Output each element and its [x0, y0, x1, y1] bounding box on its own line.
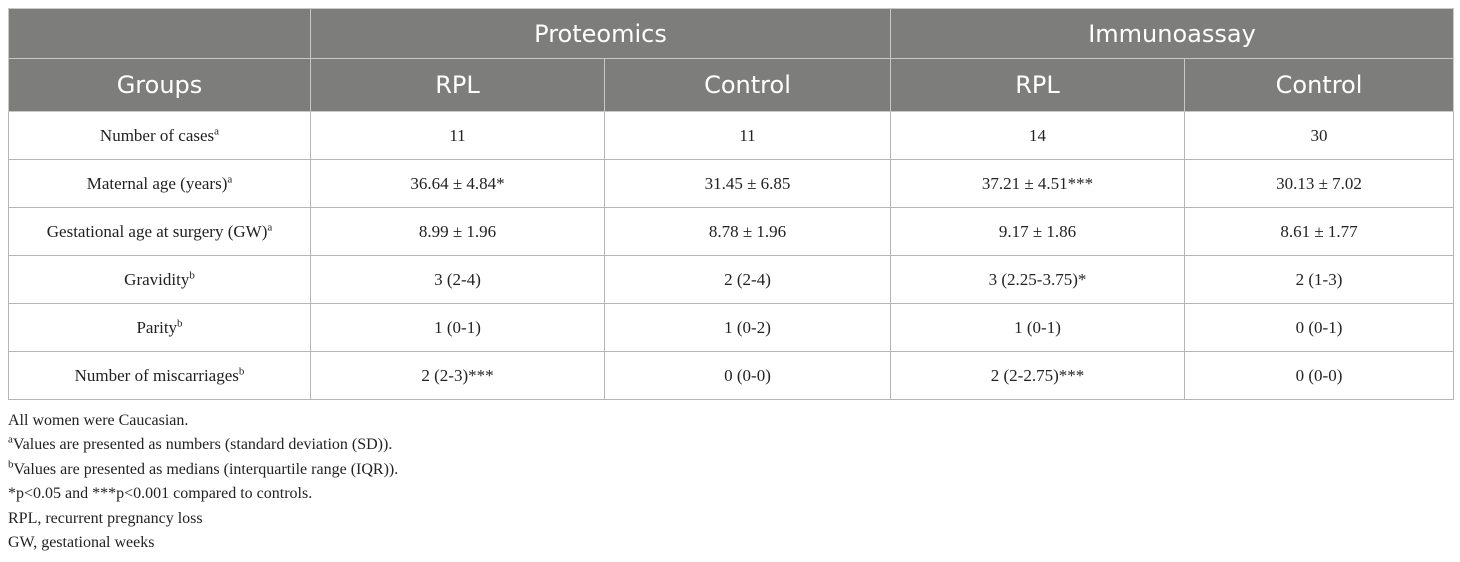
table-row: Gravidityb 3 (2-4) 2 (2-4) 3 (2.25-3.75)… [8, 255, 1455, 304]
header-proteomics: Proteomics [310, 8, 891, 59]
header-blank-cell [8, 8, 311, 59]
footnote-significance: *p<0.05 and ***p<0.001 compared to contr… [8, 485, 313, 503]
footnote-gw-abbreviation: GW, gestational weeks [8, 534, 155, 552]
table-row: Number of miscarriagesb 2 (2-3)*** 0 (0-… [8, 351, 1455, 400]
table-cell: 11 [604, 111, 891, 160]
footnote-a: aValues are presented as numbers (standa… [8, 433, 1453, 457]
row-label: Maternal age (years)a [8, 159, 311, 208]
table-cell: 37.21 ± 4.51*** [890, 159, 1185, 208]
row-label: Number of casesa [8, 111, 311, 160]
table-cell: 31.45 ± 6.85 [604, 159, 891, 208]
row-label-superscript: b [238, 364, 245, 377]
row-label: Gestational age at surgery (GW)a [8, 207, 311, 256]
footnote-b-marker: b [8, 458, 14, 471]
header-row-sub: Groups RPL Control RPL Control [8, 58, 1455, 112]
row-label-text: Gestational age at surgery (GW) [46, 221, 268, 241]
header-proteomics-control: Control [604, 58, 891, 112]
table-footnotes: All women were Caucasian. aValues are pr… [8, 409, 1453, 555]
row-label-superscript: b [177, 316, 183, 329]
header-immunoassay-rpl: RPL [890, 58, 1185, 112]
header-groups: Groups [8, 58, 311, 112]
footnote-b-text: Values are presented as medians (interqu… [13, 460, 399, 478]
table-cell: 11 [310, 111, 605, 160]
demographics-table: Proteomics Immunoassay Groups RPL Contro… [8, 8, 1455, 400]
table-cell: 8.99 ± 1.96 [310, 207, 605, 256]
row-label-superscript: a [214, 124, 220, 137]
table-header: Proteomics Immunoassay Groups RPL Contro… [8, 8, 1455, 112]
table-row: Gestational age at surgery (GW)a 8.99 ± … [8, 207, 1455, 256]
table-cell: 9.17 ± 1.86 [890, 207, 1185, 256]
table-cell: 8.78 ± 1.96 [604, 207, 891, 256]
table-cell: 0 (0-0) [1183, 351, 1455, 400]
header-proteomics-rpl: RPL [310, 58, 605, 112]
table-cell: 36.64 ± 4.84* [310, 159, 605, 208]
footnote-ethnicity: All women were Caucasian. [8, 412, 189, 429]
table-cell: 3 (2-4) [310, 255, 605, 304]
table-cell: 1 (0-1) [310, 303, 605, 352]
header-immunoassay: Immunoassay [889, 8, 1455, 59]
row-label-superscript: a [267, 220, 273, 233]
table-cell: 2 (2-2.75)*** [890, 351, 1185, 400]
footnote-rpl-abbreviation: RPL, recurrent pregnancy loss [8, 509, 203, 527]
row-label-text: Number of miscarriages [74, 365, 239, 385]
row-label-text: Parity [136, 317, 178, 337]
table-cell: 30.13 ± 7.02 [1183, 159, 1455, 208]
table-cell: 2 (1-3) [1183, 255, 1455, 304]
table-cell: 14 [890, 111, 1185, 160]
footnote-b: bValues are presented as medians (interq… [8, 458, 1453, 482]
row-label-text: Gravidity [124, 269, 190, 289]
table-row: Number of casesa 11 11 14 30 [8, 111, 1455, 160]
table-cell: 3 (2.25-3.75)* [890, 255, 1185, 304]
table-cell: 8.61 ± 1.77 [1183, 207, 1455, 256]
table-cell: 1 (0-1) [890, 303, 1185, 352]
table-cell: 0 (0-1) [1183, 303, 1455, 352]
table-row: Parityb 1 (0-1) 1 (0-2) 1 (0-1) 0 (0-1) [8, 303, 1455, 352]
table-cell: 30 [1183, 111, 1455, 160]
table-body: Number of casesa 11 11 14 30 Maternal ag… [8, 111, 1455, 400]
table-cell: 1 (0-2) [604, 303, 891, 352]
row-label-superscript: b [189, 268, 195, 281]
table-cell: 0 (0-0) [604, 351, 891, 400]
table-cell: 2 (2-4) [604, 255, 891, 304]
row-label: Parityb [8, 303, 311, 352]
table-cell: 2 (2-3)*** [310, 351, 605, 400]
row-label: Number of miscarriagesb [8, 351, 311, 400]
header-immunoassay-control: Control [1183, 58, 1455, 112]
table-row: Maternal age (years)a 36.64 ± 4.84* 31.4… [8, 159, 1455, 208]
header-row-top: Proteomics Immunoassay [8, 8, 1455, 59]
row-label-text: Maternal age (years) [86, 173, 228, 193]
footnote-a-text: Values are presented as numbers (standar… [12, 436, 393, 454]
row-label-superscript: a [227, 172, 233, 185]
table-container: Proteomics Immunoassay Groups RPL Contro… [8, 8, 1455, 555]
row-label-text: Number of cases [99, 125, 215, 145]
row-label: Gravidityb [8, 255, 311, 304]
footnote-a-marker: a [8, 434, 13, 447]
